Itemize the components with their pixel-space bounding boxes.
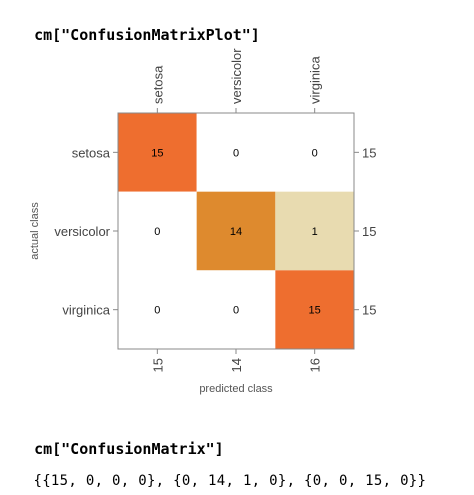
heatmap-cell bbox=[118, 113, 197, 192]
x-axis-label: predicted class bbox=[199, 383, 273, 395]
column-total-label: 14 bbox=[229, 358, 244, 372]
cell-value-label: 15 bbox=[309, 305, 321, 317]
input-cell-confusion-matrix[interactable]: cm["ConfusionMatrix"] bbox=[16, 422, 224, 458]
row-total-label: 15 bbox=[362, 224, 376, 239]
column-label: setosa bbox=[150, 65, 165, 104]
row-total-label: 15 bbox=[362, 145, 376, 160]
output-cell-confusion-matrix: {{15, 0, 0, 0}, {0, 14, 1, 0}, {0, 0, 15… bbox=[16, 457, 426, 489]
cell-value-label: 1 bbox=[312, 226, 318, 238]
cell-value-label: 0 bbox=[233, 305, 239, 317]
cell-value-label: 0 bbox=[312, 147, 318, 159]
column-total-label: 16 bbox=[308, 358, 323, 372]
cell-value-label: 0 bbox=[233, 147, 239, 159]
row-label: virginica bbox=[62, 303, 110, 318]
heatmap-cell bbox=[196, 191, 276, 271]
column-label: versicolor bbox=[229, 48, 244, 104]
row-total-label: 15 bbox=[362, 303, 376, 318]
input-cell-confusion-matrix-plot[interactable]: cm["ConfusionMatrixPlot"] bbox=[16, 8, 260, 44]
heatmap-cell bbox=[196, 113, 276, 192]
cell-value-label: 0 bbox=[154, 305, 160, 317]
cell-value-label: 14 bbox=[230, 226, 242, 238]
confusion-matrix-plot: 15 0 0 0 14 1 0 0 15 setosa versicolor virginica se… bbox=[29, 48, 376, 395]
input-code-text: cm["ConfusionMatrixPlot"] bbox=[34, 26, 260, 44]
heatmap-cell bbox=[275, 113, 355, 192]
column-label: virginica bbox=[308, 56, 323, 104]
cell-value-label: 0 bbox=[154, 226, 160, 238]
output-text: {{15, 0, 0, 0}, {0, 14, 1, 0}, {0, 0, 15… bbox=[33, 473, 427, 489]
heatmap-cell bbox=[118, 191, 197, 271]
input-code-text: cm["ConfusionMatrix"] bbox=[34, 440, 224, 458]
heatmap-cell bbox=[275, 191, 355, 271]
row-label: setosa bbox=[72, 145, 111, 160]
row-label: versicolor bbox=[54, 224, 110, 239]
heatmap-cell bbox=[118, 270, 197, 350]
heatmap-cell bbox=[275, 270, 355, 350]
column-total-label: 15 bbox=[150, 358, 165, 372]
y-axis-label: actual class bbox=[29, 202, 41, 260]
heatmap-cell bbox=[196, 270, 276, 350]
cell-value-label: 15 bbox=[151, 147, 163, 159]
